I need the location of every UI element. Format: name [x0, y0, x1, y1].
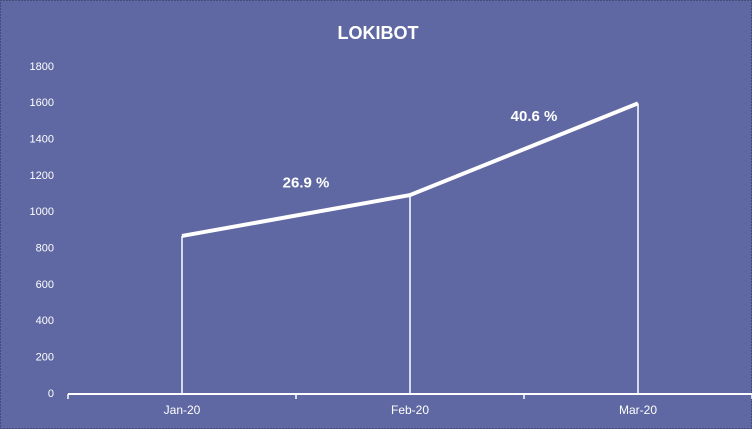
x-tick-label: Mar-20: [619, 403, 657, 417]
y-tick-label: 1400: [30, 134, 54, 146]
y-tick-label: 600: [36, 279, 54, 291]
y-tick-label: 200: [36, 352, 54, 364]
x-tick-label: Feb-20: [391, 403, 429, 417]
y-tick-label: 1200: [30, 170, 54, 182]
annotation: 40.6 %: [511, 108, 558, 125]
y-tick-label: 1600: [30, 97, 54, 109]
line: [181, 101, 639, 238]
chart-title: LOKIBOT: [338, 23, 419, 43]
y-tick-label: 1000: [30, 206, 54, 218]
y-tick-label: 800: [36, 243, 54, 255]
y-tick-label: 1800: [30, 61, 54, 73]
y-tick-label: 0: [48, 388, 54, 400]
y-tick-label: 400: [36, 315, 54, 327]
annotation: 26.9 %: [283, 174, 330, 191]
x-tick-label: Jan-20: [164, 403, 201, 417]
